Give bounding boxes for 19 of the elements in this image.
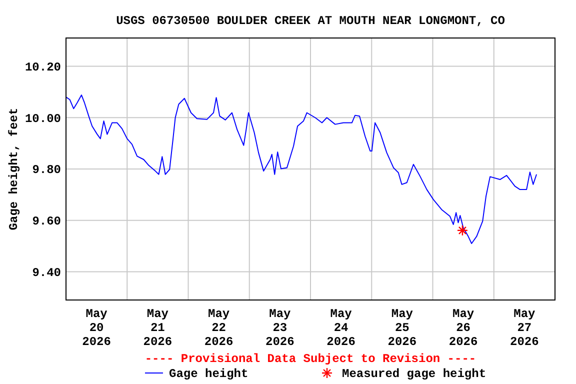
y-tick-label: 9.40 <box>32 266 61 280</box>
chart-title: USGS 06730500 BOULDER CREEK AT MOUTH NEAR LONGMONT, CO <box>116 14 505 28</box>
x-tick-label: May 25 2026 <box>388 307 417 349</box>
x-tick-label: May 24 2026 <box>326 307 356 349</box>
y-axis-title: Gage height, feet <box>7 108 21 230</box>
y-tick-label: 10.20 <box>24 60 61 74</box>
legend-label: Measured gage height <box>342 367 486 382</box>
text: ---- Provisional Data Subject to Revision ---- <box>144 352 476 366</box>
legend-label: Gage height <box>169 367 248 382</box>
x-tick-label: May 26 2026 <box>448 307 478 349</box>
y-tick-label: 10.00 <box>24 112 61 126</box>
x-tick-label: May 23 2026 <box>266 307 294 349</box>
x-tick-label: May 27 2026 <box>510 307 539 349</box>
x-tick-label: May 22 2026 <box>204 307 234 349</box>
line-series <box>66 94 538 244</box>
y-tick-label: 9.60 <box>32 214 61 229</box>
x-tick-label: May 20 2026 <box>82 307 111 349</box>
x-tick-label: May 21 2026 <box>143 307 172 349</box>
y-tick-label: 9.80 <box>32 163 61 178</box>
